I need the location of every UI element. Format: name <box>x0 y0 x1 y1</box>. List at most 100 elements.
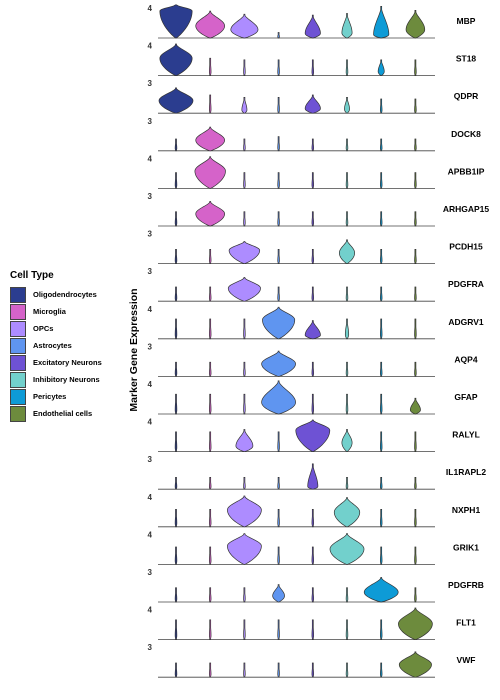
legend-item: Oligodendrocytes <box>10 286 102 303</box>
violin-oligodendrocytes <box>158 87 194 114</box>
legend-item: Inhibitory Neurons <box>10 371 102 388</box>
legend-label: Oligodendrocytes <box>33 290 97 299</box>
legend-swatch <box>10 286 26 303</box>
violin-pericytes <box>363 577 399 603</box>
violin-pericytes <box>379 249 383 264</box>
legend-label: Excitatory Neurons <box>33 358 102 367</box>
violin-endothelial-cells <box>409 397 421 415</box>
violin-microglia <box>208 249 212 264</box>
violin-opcs <box>243 59 246 76</box>
gene-row: 4 MBP <box>148 4 476 39</box>
violin-astrocytes <box>277 249 280 264</box>
gene-row: 4 GFAP <box>148 380 478 415</box>
violin-pericytes <box>379 138 383 152</box>
violin-excitatory-neurons <box>311 211 315 227</box>
violin-oligodendrocytes <box>174 249 178 264</box>
violin-astrocytes <box>277 476 280 490</box>
violin-microglia <box>208 318 212 340</box>
y-tick-label: 3 <box>148 455 153 464</box>
violin-excitatory-neurons <box>311 172 315 189</box>
violin-pericytes <box>379 619 383 640</box>
violin-astrocytes <box>277 662 280 678</box>
violin-endothelial-cells <box>414 286 417 302</box>
violin-endothelial-cells <box>414 509 417 528</box>
violin-excitatory-neurons <box>311 249 315 264</box>
violin-oligodendrocytes <box>174 619 178 640</box>
violin-endothelial-cells <box>398 607 433 640</box>
violin-inhibitory-neurons <box>344 318 350 340</box>
violin-inhibitory-neurons <box>345 361 349 377</box>
violin-endothelial-cells <box>414 59 417 76</box>
y-tick-label: 3 <box>148 79 153 88</box>
violin-opcs <box>241 97 248 114</box>
violin-inhibitory-neurons <box>341 429 353 452</box>
violin-pericytes <box>379 211 383 227</box>
violin-astrocytes <box>261 350 296 377</box>
violin-astrocytes <box>277 286 280 302</box>
legend-item: Endothelial cells <box>10 405 102 422</box>
violin-microglia <box>194 156 226 189</box>
gene-row: 4 FLT1 <box>148 606 476 640</box>
violin-excitatory-neurons <box>311 59 315 76</box>
violin-endothelial-cells <box>414 211 417 227</box>
violin-inhibitory-neurons <box>341 13 353 39</box>
violin-opcs <box>243 587 246 603</box>
violin-opcs <box>243 172 246 189</box>
violin-excitatory-neurons <box>311 587 315 603</box>
gene-row: 4 ADGRV1 <box>148 305 484 340</box>
violin-opcs <box>230 13 259 39</box>
violin-endothelial-cells <box>414 476 417 490</box>
violin-opcs <box>243 619 246 640</box>
gene-row: 4 NXPH1 <box>148 493 480 528</box>
legend-swatch <box>10 337 26 354</box>
violin-opcs <box>243 476 246 490</box>
legend: Cell Type Oligodendrocytes Microglia OPCs A… <box>10 270 102 422</box>
y-tick-label: 3 <box>148 568 153 577</box>
violin-excitatory-neurons <box>311 361 315 377</box>
violin-inhibitory-neurons <box>345 59 349 76</box>
violin-oligodendrocytes <box>174 431 178 452</box>
violin-opcs <box>243 361 246 377</box>
y-tick-label: 3 <box>148 117 153 126</box>
gene-label: AQP4 <box>454 354 477 364</box>
violin-oligodendrocytes <box>174 286 178 302</box>
violin-excitatory-neurons <box>304 320 321 340</box>
violin-oligodendrocytes <box>174 318 178 340</box>
y-tick-label: 4 <box>148 154 153 163</box>
gene-label: ADGRV1 <box>448 317 484 327</box>
violin-microglia <box>208 619 212 640</box>
violin-microglia <box>195 201 226 227</box>
legend-swatch <box>10 303 26 320</box>
y-tick-label: 4 <box>148 305 153 314</box>
violin-inhibitory-neurons <box>345 211 349 227</box>
violin-pericytes <box>379 172 383 189</box>
gene-label: VWF <box>457 655 476 665</box>
violin-pericytes <box>379 393 383 415</box>
violin-oligodendrocytes <box>174 476 178 490</box>
legend-swatch <box>10 354 26 371</box>
violin-oligodendrocytes <box>174 172 178 189</box>
violin-astrocytes <box>277 509 280 528</box>
violin-inhibitory-neurons <box>333 497 361 528</box>
y-tick-label: 4 <box>148 606 153 615</box>
violin-inhibitory-neurons <box>345 286 349 302</box>
gene-row: 4 ST18 <box>148 42 476 76</box>
violin-inhibitory-neurons <box>339 239 355 264</box>
violin-endothelial-cells <box>414 431 417 452</box>
violin-microglia <box>208 57 212 76</box>
legend-label: Astrocytes <box>33 341 72 350</box>
violin-inhibitory-neurons <box>345 476 349 490</box>
legend-swatch <box>10 320 26 337</box>
violin-endothelial-cells <box>414 361 417 377</box>
violin-astrocytes <box>277 546 280 565</box>
violin-excitatory-neurons <box>311 546 315 565</box>
violin-pericytes <box>379 98 383 114</box>
violin-inhibitory-neurons <box>329 533 365 565</box>
violin-microglia <box>208 361 212 377</box>
violin-pericytes <box>379 476 383 490</box>
gene-label: DOCK8 <box>451 129 481 139</box>
violin-endothelial-cells <box>414 587 417 603</box>
violin-excitatory-neurons <box>304 14 321 39</box>
violin-pericytes <box>373 6 390 39</box>
violin-opcs <box>228 241 261 264</box>
